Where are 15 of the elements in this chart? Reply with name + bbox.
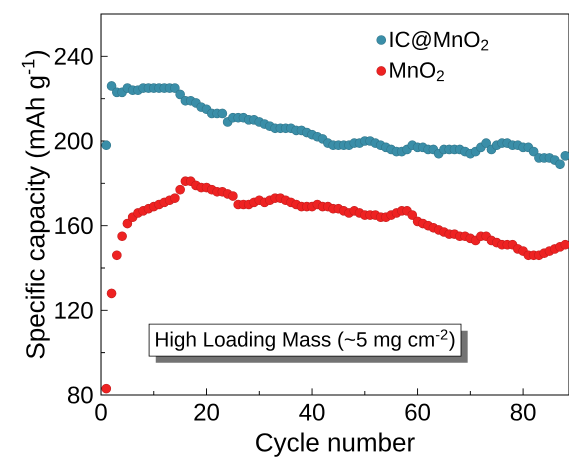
x-tick-label: 40 (299, 404, 324, 421)
y-tick-label: 120 (55, 302, 93, 319)
y-axis-title: Specific capacity (mAh g$^{-1}$) (22, 51, 50, 358)
x-axis-title: Cycle number (256, 432, 415, 457)
annotation: High Loading Mass (~5 mg cm$^{-2}$) (156, 329, 454, 351)
x-tick-label: 0 (95, 404, 107, 421)
y-tick-label: 200 (54, 132, 93, 150)
x-tick-label: 60 (405, 404, 430, 421)
x-tick-label: 80 (510, 404, 536, 421)
legend-label: IC@MnO$_{2}$ (390, 31, 488, 50)
y-tick-label: 80 (68, 386, 93, 404)
legend-label: MnO$_{2}$ (390, 62, 444, 82)
y-tick-label: 160 (55, 217, 93, 234)
x-tick-label: 20 (194, 404, 219, 421)
y-tick-label: 240 (54, 48, 93, 65)
